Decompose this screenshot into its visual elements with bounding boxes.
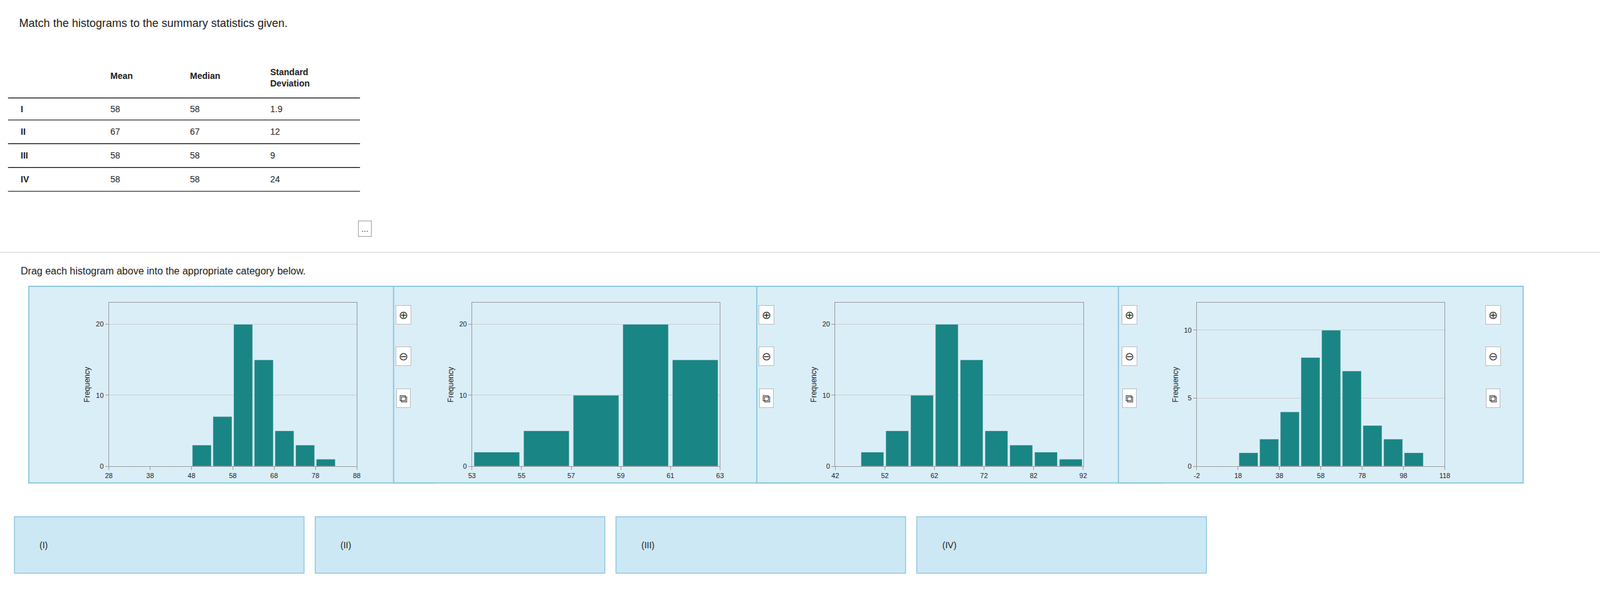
svg-text:78: 78 xyxy=(311,472,320,480)
svg-text:⊖: ⊖ xyxy=(1488,349,1498,364)
svg-text:⧉: ⧉ xyxy=(399,391,408,406)
svg-text:⊖: ⊖ xyxy=(1124,349,1135,364)
svg-text:10: 10 xyxy=(1183,326,1192,335)
svg-text:Frequency: Frequency xyxy=(1171,366,1180,403)
svg-text:12: 12 xyxy=(270,126,281,137)
svg-text:92: 92 xyxy=(1079,472,1088,480)
svg-text:57: 57 xyxy=(567,472,575,480)
svg-text:58: 58 xyxy=(110,104,121,115)
svg-text:53: 53 xyxy=(468,472,476,480)
svg-text:72: 72 xyxy=(979,472,988,480)
svg-text:⊕: ⊕ xyxy=(1488,308,1498,322)
svg-text:55: 55 xyxy=(517,472,526,480)
svg-text:10: 10 xyxy=(458,391,467,400)
svg-text:(IV): (IV) xyxy=(942,540,957,551)
svg-text:⊕: ⊕ xyxy=(398,308,409,322)
svg-text:IV: IV xyxy=(20,174,30,185)
svg-text:42: 42 xyxy=(831,472,839,480)
svg-text:Match the histograms to the su: Match the histograms to the summary stat… xyxy=(19,16,288,30)
svg-text:18: 18 xyxy=(1234,472,1243,480)
svg-text:10: 10 xyxy=(822,391,831,400)
svg-text:67: 67 xyxy=(110,126,121,137)
svg-text:88: 88 xyxy=(352,472,361,480)
svg-text:20: 20 xyxy=(822,320,831,328)
svg-text:Frequency: Frequency xyxy=(809,366,819,403)
svg-text:(III): (III) xyxy=(641,540,655,551)
svg-text:58: 58 xyxy=(189,174,200,185)
svg-text:9: 9 xyxy=(270,150,276,161)
svg-text:10: 10 xyxy=(95,391,104,400)
svg-text:118: 118 xyxy=(1439,472,1451,480)
svg-text:⊕: ⊕ xyxy=(1124,308,1135,322)
svg-text:-2: -2 xyxy=(1193,472,1200,480)
svg-text:58: 58 xyxy=(189,150,200,161)
svg-text:62: 62 xyxy=(930,472,938,480)
svg-text:38: 38 xyxy=(146,472,154,480)
svg-text:0: 0 xyxy=(826,462,831,471)
svg-text:⊖: ⊖ xyxy=(761,349,772,364)
svg-text:82: 82 xyxy=(1029,472,1037,480)
svg-text:20: 20 xyxy=(458,320,467,328)
svg-text:⧉: ⧉ xyxy=(1489,391,1498,406)
svg-text:1.9: 1.9 xyxy=(270,104,283,115)
svg-text:58: 58 xyxy=(1317,472,1325,480)
svg-text:(I): (I) xyxy=(39,540,48,551)
svg-text:67: 67 xyxy=(189,126,200,137)
svg-text:(II): (II) xyxy=(340,540,352,551)
svg-text:0: 0 xyxy=(99,462,104,471)
svg-text:⊕: ⊕ xyxy=(761,308,772,322)
svg-text:Drag each histogram above into: Drag each histogram above into the appro… xyxy=(20,265,306,277)
svg-text:II: II xyxy=(20,126,26,137)
svg-text:Mean: Mean xyxy=(110,70,133,81)
svg-text:StandardDeviation: StandardDeviation xyxy=(270,67,310,89)
svg-text:58: 58 xyxy=(228,472,237,480)
svg-text:Median: Median xyxy=(189,70,221,81)
svg-text:38: 38 xyxy=(1275,472,1284,480)
svg-text:Frequency: Frequency xyxy=(446,366,456,403)
svg-text:48: 48 xyxy=(187,472,195,480)
svg-text:...: ... xyxy=(361,223,369,234)
svg-text:20: 20 xyxy=(95,320,104,328)
svg-text:58: 58 xyxy=(189,104,200,115)
svg-text:68: 68 xyxy=(270,472,278,480)
svg-text:0: 0 xyxy=(1188,462,1192,471)
svg-text:58: 58 xyxy=(110,150,121,161)
svg-text:52: 52 xyxy=(880,472,889,480)
svg-text:58: 58 xyxy=(110,174,121,185)
svg-text:61: 61 xyxy=(666,472,674,480)
svg-text:78: 78 xyxy=(1357,472,1366,480)
svg-text:⧉: ⧉ xyxy=(762,391,771,406)
svg-text:⧉: ⧉ xyxy=(1125,391,1134,406)
svg-text:0: 0 xyxy=(463,462,468,471)
svg-text:28: 28 xyxy=(104,472,113,480)
svg-text:98: 98 xyxy=(1399,472,1407,480)
svg-text:⊖: ⊖ xyxy=(398,349,409,364)
svg-text:I: I xyxy=(20,104,24,115)
svg-text:59: 59 xyxy=(616,472,625,480)
svg-text:5: 5 xyxy=(1188,394,1192,402)
svg-text:24: 24 xyxy=(270,174,281,185)
svg-text:63: 63 xyxy=(715,472,724,480)
svg-text:Frequency: Frequency xyxy=(82,366,92,403)
svg-text:III: III xyxy=(20,150,29,161)
